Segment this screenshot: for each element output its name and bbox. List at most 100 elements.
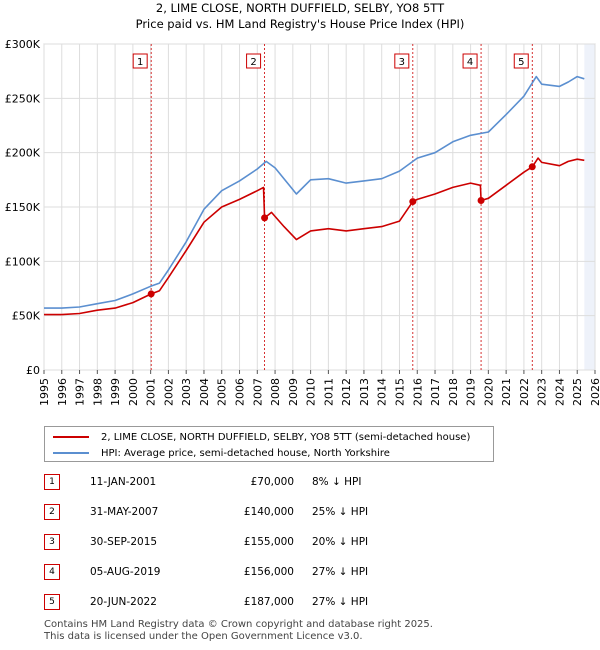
x-tick-label: 2005 [216,378,229,406]
x-tick-label: 1999 [109,378,122,406]
sale-label-number: 3 [399,57,405,68]
legend-item-hpi: HPI: Average price, semi-detached house,… [53,445,390,461]
footer-copyright: Contains HM Land Registry data © Crown c… [44,619,433,630]
footer: Contains HM Land Registry data © Crown c… [44,619,433,643]
series-line [44,75,585,309]
sale-label-number: 4 [467,57,473,68]
y-tick-label: £100K [5,255,41,268]
y-tick-label: £50K [12,310,41,323]
sale-marker [409,198,417,206]
x-tick-label: 2015 [393,378,406,406]
sale-number: 5 [44,594,60,610]
x-tick-label: 2007 [251,378,264,406]
sale-date: 31-MAY-2007 [90,506,159,518]
sale-number: 1 [44,474,60,490]
x-tick-label: 2021 [500,378,513,406]
legend: 2, LIME CLOSE, NORTH DUFFIELD, SELBY, YO… [44,426,494,462]
y-tick-label: £0 [26,364,40,377]
sale-label: 3 [394,53,410,69]
grid [43,43,596,371]
x-tick-label: 2018 [447,378,460,406]
legend-item-property: 2, LIME CLOSE, NORTH DUFFIELD, SELBY, YO… [53,429,470,445]
sale-hpi: 20% ↓ HPI [312,536,369,548]
sale-label-box [462,53,478,69]
x-tick-label: 2013 [358,378,371,406]
sale-label-box [132,53,148,69]
legend-label-hpi: HPI: Average price, semi-detached house,… [101,447,390,459]
legend-label-property: 2, LIME CLOSE, NORTH DUFFIELD, SELBY, YO… [101,431,471,443]
sale-hpi: 8% ↓ HPI [312,476,362,488]
sale-price: £140,000 [243,506,294,518]
x-tick-label: 2020 [482,378,495,406]
table-row: 1 11-JAN-2001 £70,000 8% ↓ HPI [44,470,464,500]
sale-hpi: 27% ↓ HPI [312,566,369,578]
x-tick-label: 2026 [589,378,600,406]
price-chart: 2, LIME CLOSE, NORTH DUFFIELD, SELBY, YO… [5,1,600,406]
sale-number: 2 [44,504,60,520]
legend-swatch-hpi [53,452,89,454]
x-tick-label: 2024 [553,378,566,406]
series-lines [44,75,585,316]
x-tick-label: 2017 [429,378,442,406]
sale-price: £156,000 [243,566,294,578]
x-tick-label: 2012 [340,378,353,406]
x-tick-label: 2022 [518,378,531,406]
table-row: 3 30-SEP-2015 £155,000 20% ↓ HPI [44,530,464,560]
x-tick-label: 1995 [38,378,51,406]
chart-title: 2, LIME CLOSE, NORTH DUFFIELD, SELBY, YO… [156,1,445,15]
x-tick-label: 2010 [305,378,318,406]
sale-date: 05-AUG-2019 [90,566,161,578]
footer-licence: This data is licensed under the Open Gov… [44,631,363,642]
x-axis: 1995 1996 1997 1998 1999 2000 2001 2002 2003 2004… [38,370,600,406]
sale-price: £187,000 [243,596,294,608]
sale-date: 20-JUN-2022 [90,596,157,608]
table-row: 4 05-AUG-2019 £156,000 27% ↓ HPI [44,560,464,590]
x-tick-label: 2004 [198,378,211,406]
table-row: 5 20-JUN-2022 £187,000 27% ↓ HPI [44,590,464,620]
sale-label: 4 [462,53,478,69]
sale-label-box [513,53,529,69]
x-tick-label: 2014 [376,378,389,406]
sale-label-box [246,53,262,69]
sale-hpi: 27% ↓ HPI [312,596,369,608]
sale-number: 3 [44,534,60,550]
x-tick-label: 2001 [145,378,158,406]
sale-markers [147,163,536,298]
table-row: 2 31-MAY-2007 £140,000 25% ↓ HPI [44,500,464,530]
x-tick-label: 2011 [322,378,335,406]
sale-date: 11-JAN-2001 [90,476,157,488]
x-tick-label: 2002 [162,378,175,406]
x-tick-label: 2006 [234,378,247,406]
sale-number: 4 [44,564,60,580]
sale-marker [528,163,536,171]
sale-label: 5 [513,53,529,69]
sale-date: 30-SEP-2015 [90,536,158,548]
sale-label: 1 [132,53,148,69]
y-tick-label: £200K [5,147,41,160]
sale-label: 2 [246,53,262,69]
x-tick-label: 2023 [536,378,549,406]
sale-marker [261,214,269,222]
x-tick-label: 1996 [56,378,69,406]
x-tick-label: 2000 [127,378,140,406]
sale-marker [147,290,155,298]
x-tick-label: 1998 [91,378,104,406]
x-tick-label: 2016 [411,378,424,406]
sale-label-number: 5 [518,57,524,68]
sale-label-number: 1 [137,57,143,68]
x-tick-label: 2008 [269,378,282,406]
y-tick-label: £150K [5,201,41,214]
y-axis: £0 £50K £100K £150K £200K £250K £300K [5,38,41,377]
sale-labels: 1 2 3 4 5 [132,53,529,69]
sale-label-number: 2 [250,57,256,68]
sale-price: £70,000 [250,476,294,488]
legend-swatch-property [53,436,89,438]
sale-label-box [394,53,410,69]
sale-price: £155,000 [243,536,294,548]
x-tick-label: 2025 [571,378,584,406]
sale-hpi: 25% ↓ HPI [312,506,369,518]
chart-subtitle: Price paid vs. HM Land Registry's House … [136,17,465,31]
x-tick-label: 2019 [465,378,478,406]
series-line [44,157,585,316]
y-tick-label: £300K [5,38,41,51]
